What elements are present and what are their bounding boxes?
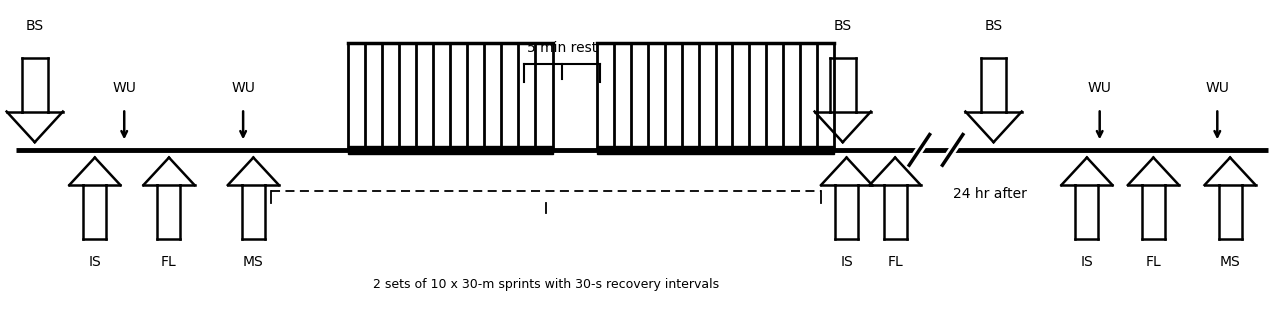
- Text: BS: BS: [985, 19, 1003, 33]
- Text: MS: MS: [243, 256, 263, 269]
- Text: FL: FL: [160, 256, 177, 269]
- Text: IS: IS: [840, 256, 853, 269]
- Text: WU: WU: [1088, 81, 1112, 95]
- Text: IS: IS: [89, 256, 101, 269]
- Text: MS: MS: [1220, 256, 1240, 269]
- Text: 24 hr after: 24 hr after: [953, 187, 1026, 201]
- Text: WU: WU: [231, 81, 256, 95]
- Text: FL: FL: [887, 256, 903, 269]
- Text: 2 sets of 10 x 30-m sprints with 30-s recovery intervals: 2 sets of 10 x 30-m sprints with 30-s re…: [374, 278, 719, 291]
- Text: WU: WU: [112, 81, 136, 95]
- Text: IS: IS: [1081, 256, 1093, 269]
- Text: FL: FL: [1145, 256, 1161, 269]
- Text: BS: BS: [26, 19, 44, 33]
- Text: 5 min rest: 5 min rest: [526, 41, 597, 55]
- Bar: [348, 146, 552, 154]
- Text: BS: BS: [833, 19, 851, 33]
- Bar: [597, 146, 833, 154]
- Text: WU: WU: [1206, 81, 1229, 95]
